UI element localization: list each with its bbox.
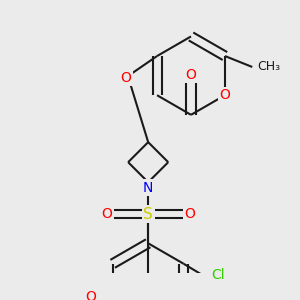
Text: O: O [101, 207, 112, 221]
Text: Cl: Cl [211, 268, 225, 282]
Text: N: N [143, 181, 153, 195]
Text: O: O [85, 290, 96, 300]
Text: CH₃: CH₃ [257, 61, 280, 74]
Text: O: O [186, 68, 196, 82]
Text: O: O [185, 207, 196, 221]
Text: O: O [121, 71, 131, 85]
Text: O: O [220, 88, 230, 102]
Text: S: S [143, 207, 153, 222]
